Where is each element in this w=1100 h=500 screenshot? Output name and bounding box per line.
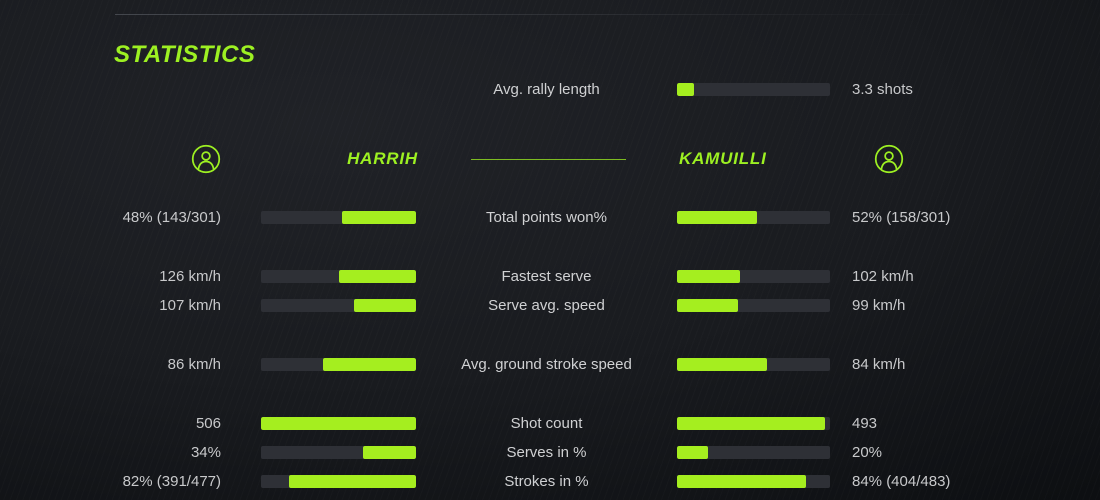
left-player-bar-fill xyxy=(341,211,416,224)
player-left-name: HARRIH xyxy=(347,149,418,168)
right-player-bar xyxy=(677,270,830,283)
right-player-value: 102 km/h xyxy=(852,268,914,285)
right-player-bar xyxy=(677,299,830,312)
left-player-bar-fill xyxy=(338,270,416,283)
stat-label: Shot count xyxy=(510,415,583,432)
stat-group: 48% (143/301) Total points won% 52% (158… xyxy=(0,203,1100,232)
right-player-value: 493 xyxy=(852,415,878,432)
rally-length-bar-fill xyxy=(677,83,694,96)
right-player-bar xyxy=(677,446,830,459)
left-player-bar xyxy=(261,446,416,459)
left-player-bar-fill xyxy=(363,446,416,459)
left-player-value: 48% (143/301) xyxy=(122,209,221,226)
left-player-value: 82% (391/477) xyxy=(122,473,221,490)
stat-row: 126 km/h Fastest serve 102 km/h xyxy=(0,262,1100,291)
page-title: STATISTICS xyxy=(114,41,256,68)
rally-length-row: Avg. rally length 3.3 shots xyxy=(0,76,1100,103)
right-player-bar-fill xyxy=(677,417,826,430)
left-player-bar-fill xyxy=(354,299,416,312)
left-player-bar-fill xyxy=(323,358,416,371)
left-player-bar-fill xyxy=(288,475,416,488)
left-player-bar xyxy=(261,270,416,283)
right-player-bar xyxy=(677,358,830,371)
stat-row: 82% (391/477) Strokes in % 84% (404/483) xyxy=(0,467,1100,496)
right-player-value: 20% xyxy=(852,444,883,461)
left-player-bar xyxy=(261,211,416,224)
stat-row: 86 km/h Avg. ground stroke speed 84 km/h xyxy=(0,350,1100,379)
left-player-value: 86 km/h xyxy=(167,356,221,373)
right-player-bar-fill xyxy=(677,475,806,488)
stat-row: 34% Serves in % 20% xyxy=(0,438,1100,467)
right-player-bar-fill xyxy=(677,211,757,224)
left-player-value: 34% xyxy=(190,444,221,461)
stat-label: Serves in % xyxy=(506,444,587,461)
right-player-bar-fill xyxy=(677,358,768,371)
stat-row: 506 Shot count 493 xyxy=(0,409,1100,438)
stat-label: Serve avg. speed xyxy=(488,297,605,314)
stats-table: 48% (143/301) Total points won% 52% (158… xyxy=(0,203,1100,496)
rally-length-bar xyxy=(677,83,830,96)
stat-group: 506 Shot count 493 34% Serves in % 20% xyxy=(0,409,1100,496)
stat-row: 107 km/h Serve avg. speed 99 km/h xyxy=(0,291,1100,320)
right-player-bar xyxy=(677,475,830,488)
stat-label: Strokes in % xyxy=(504,473,589,490)
left-player-bar xyxy=(261,417,416,430)
rally-length-label: Avg. rally length xyxy=(493,81,600,98)
left-player-value: 107 km/h xyxy=(159,297,221,314)
stat-label: Total points won% xyxy=(486,209,607,226)
right-player-value: 52% (158/301) xyxy=(852,209,951,226)
right-player-bar-fill xyxy=(677,446,708,459)
right-player-value: 84 km/h xyxy=(852,356,906,373)
left-player-bar xyxy=(261,358,416,371)
right-player-value: 99 km/h xyxy=(852,297,906,314)
right-player-bar xyxy=(677,211,830,224)
stat-row: 48% (143/301) Total points won% 52% (158… xyxy=(0,203,1100,232)
left-player-bar xyxy=(261,475,416,488)
player-right-name: KAMUILLI xyxy=(679,149,767,168)
left-player-value: 126 km/h xyxy=(159,268,221,285)
right-player-bar xyxy=(677,417,830,430)
person-circle-icon xyxy=(874,144,904,174)
left-player-bar xyxy=(261,299,416,312)
players-header: HARRIH KAMUILLI xyxy=(0,143,1100,175)
right-player-bar-fill xyxy=(677,299,739,312)
stat-group: 126 km/h Fastest serve 102 km/h 107 km/h… xyxy=(0,262,1100,320)
person-circle-icon xyxy=(191,144,221,174)
rally-length-value: 3.3 shots xyxy=(852,81,913,98)
stat-label: Fastest serve xyxy=(501,268,592,285)
players-divider-line xyxy=(471,159,626,161)
stat-group: 86 km/h Avg. ground stroke speed 84 km/h xyxy=(0,350,1100,379)
left-player-bar-fill xyxy=(261,417,416,430)
right-player-bar-fill xyxy=(677,270,740,283)
top-divider xyxy=(115,14,945,15)
stat-label: Avg. ground stroke speed xyxy=(461,356,632,373)
right-player-value: 84% (404/483) xyxy=(852,473,951,490)
players-divider-cell xyxy=(418,151,679,168)
left-player-value: 506 xyxy=(195,415,221,432)
